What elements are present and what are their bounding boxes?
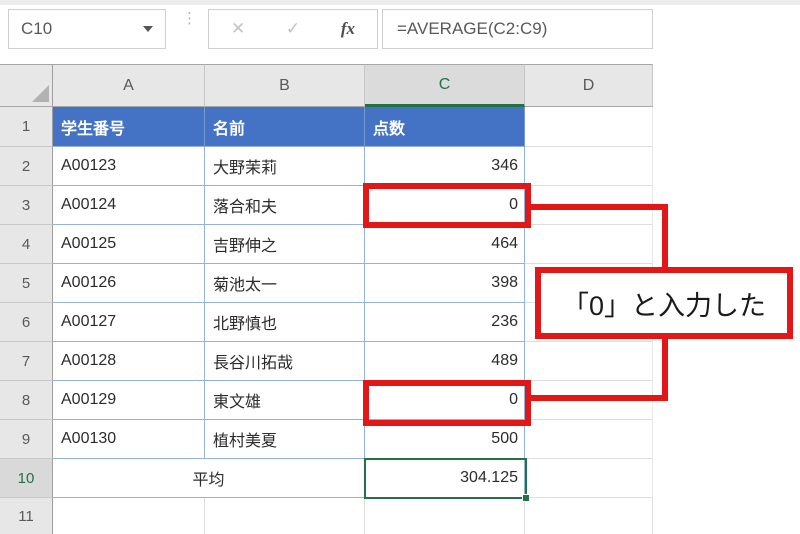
- cell-D11[interactable]: [525, 498, 653, 534]
- formula-bar-separator-icon: ⋮: [182, 10, 197, 27]
- cell-C2[interactable]: 346: [365, 147, 525, 186]
- formula-bar-input[interactable]: =AVERAGE(C2:C9): [382, 9, 653, 49]
- annotation-label: 「0」と入力した: [561, 290, 767, 321]
- row-header-4[interactable]: 4: [0, 225, 53, 264]
- column-header-d[interactable]: D: [525, 64, 653, 107]
- cell-B3[interactable]: 落合和夫: [205, 186, 365, 225]
- ribbon-bottom-edge: [0, 0, 800, 5]
- cell-A3[interactable]: A00124: [53, 186, 205, 225]
- cell-D7[interactable]: [525, 342, 653, 381]
- cell-C1[interactable]: 点数: [365, 107, 525, 147]
- cell-C10[interactable]: 304.125: [365, 459, 525, 498]
- row-header-10[interactable]: 10: [0, 459, 53, 498]
- row-header-1[interactable]: 1: [0, 107, 53, 147]
- cell-B9[interactable]: 植村美夏: [205, 420, 365, 459]
- annotation-connector-top-vertical: [662, 204, 668, 272]
- cell-A10-B10-merged[interactable]: 平均: [53, 459, 365, 498]
- annotation-highlight-c3: [363, 183, 531, 228]
- cell-A7[interactable]: A00128: [53, 342, 205, 381]
- cell-D4[interactable]: [525, 225, 653, 264]
- annotation-connector-top-horizontal: [529, 204, 668, 210]
- fill-handle[interactable]: [522, 494, 530, 502]
- cell-B6[interactable]: 北野慎也: [205, 303, 365, 342]
- row-header-5[interactable]: 5: [0, 264, 53, 303]
- cell-C7[interactable]: 489: [365, 342, 525, 381]
- formula-toolbar: ✕ ✓ fx: [208, 9, 378, 49]
- cell-D2[interactable]: [525, 147, 653, 186]
- cell-B8[interactable]: 東文雄: [205, 381, 365, 420]
- select-all-icon: [32, 85, 49, 102]
- annotation-highlight-c8: [363, 380, 531, 426]
- cell-C6[interactable]: 236: [365, 303, 525, 342]
- cell-A4[interactable]: A00125: [53, 225, 205, 264]
- cell-B11[interactable]: [205, 498, 365, 534]
- cancel-icon[interactable]: ✕: [231, 19, 246, 38]
- cell-C11[interactable]: [365, 498, 525, 534]
- row-header-8[interactable]: 8: [0, 381, 53, 420]
- cell-B7[interactable]: 長谷川拓哉: [205, 342, 365, 381]
- row-header-2[interactable]: 2: [0, 147, 53, 186]
- annotation-callout: 「0」と入力した: [535, 267, 793, 339]
- cell-D10[interactable]: [525, 459, 653, 498]
- enter-icon[interactable]: ✓: [285, 19, 301, 38]
- annotation-connector-bottom-vertical: [662, 334, 668, 401]
- cell-C8[interactable]: 0: [365, 381, 525, 420]
- select-all-button[interactable]: [0, 64, 53, 107]
- row-header-6[interactable]: 6: [0, 303, 53, 342]
- cell-B2[interactable]: 大野茉莉: [205, 147, 365, 186]
- row-header-11[interactable]: 11: [0, 498, 53, 534]
- cell-A9[interactable]: A00130: [53, 420, 205, 459]
- cell-B5[interactable]: 菊池太一: [205, 264, 365, 303]
- row-header-9[interactable]: 9: [0, 420, 53, 459]
- name-box-value: C10: [21, 19, 53, 38]
- cell-B1[interactable]: 名前: [205, 107, 365, 147]
- cell-A8[interactable]: A00129: [53, 381, 205, 420]
- insert-function-icon[interactable]: fx: [340, 19, 355, 38]
- name-box-dropdown-icon[interactable]: [143, 26, 153, 32]
- column-header-c[interactable]: C: [365, 64, 525, 107]
- cell-C5[interactable]: 398: [365, 264, 525, 303]
- column-header-a[interactable]: A: [53, 64, 205, 107]
- cell-C3[interactable]: 0: [365, 186, 525, 225]
- name-box[interactable]: C10: [8, 9, 166, 49]
- cell-D9[interactable]: [525, 420, 653, 459]
- formula-text: =AVERAGE(C2:C9): [397, 19, 548, 38]
- row-header-7[interactable]: 7: [0, 342, 53, 381]
- cell-A2[interactable]: A00123: [53, 147, 205, 186]
- cell-A5[interactable]: A00126: [53, 264, 205, 303]
- row-header-3[interactable]: 3: [0, 186, 53, 225]
- active-cell-border: [364, 458, 530, 502]
- column-header-b[interactable]: B: [205, 64, 365, 107]
- cell-A11[interactable]: [53, 498, 205, 534]
- cell-C4[interactable]: 464: [365, 225, 525, 264]
- cell-A6[interactable]: A00127: [53, 303, 205, 342]
- cell-A1[interactable]: 学生番号: [53, 107, 205, 147]
- cell-D1[interactable]: [525, 107, 653, 147]
- cell-B4[interactable]: 吉野伸之: [205, 225, 365, 264]
- annotation-connector-bottom-horizontal: [529, 395, 668, 401]
